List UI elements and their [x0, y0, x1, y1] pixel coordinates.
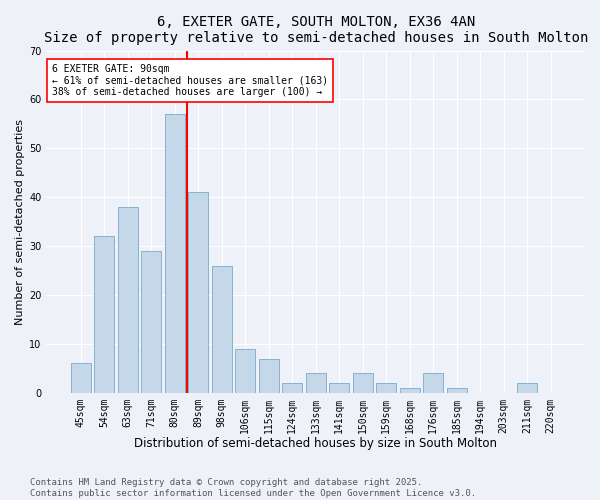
Bar [165, 114, 185, 392]
Bar [353, 373, 373, 392]
Bar [329, 383, 349, 392]
Bar [259, 358, 279, 392]
Bar [142, 251, 161, 392]
Bar [446, 388, 467, 392]
Bar [282, 383, 302, 392]
Bar [94, 236, 115, 392]
Bar [376, 383, 396, 392]
Title: 6, EXETER GATE, SOUTH MOLTON, EX36 4AN
Size of property relative to semi-detache: 6, EXETER GATE, SOUTH MOLTON, EX36 4AN S… [44, 15, 588, 45]
Bar [306, 373, 326, 392]
Bar [423, 373, 443, 392]
Bar [517, 383, 537, 392]
Text: Contains HM Land Registry data © Crown copyright and database right 2025.
Contai: Contains HM Land Registry data © Crown c… [30, 478, 476, 498]
Bar [71, 364, 91, 392]
X-axis label: Distribution of semi-detached houses by size in South Molton: Distribution of semi-detached houses by … [134, 437, 497, 450]
Bar [235, 348, 255, 393]
Bar [188, 192, 208, 392]
Text: 6 EXETER GATE: 90sqm
← 61% of semi-detached houses are smaller (163)
38% of semi: 6 EXETER GATE: 90sqm ← 61% of semi-detac… [52, 64, 328, 98]
Bar [118, 207, 138, 392]
Bar [212, 266, 232, 392]
Y-axis label: Number of semi-detached properties: Number of semi-detached properties [15, 118, 25, 324]
Bar [400, 388, 419, 392]
